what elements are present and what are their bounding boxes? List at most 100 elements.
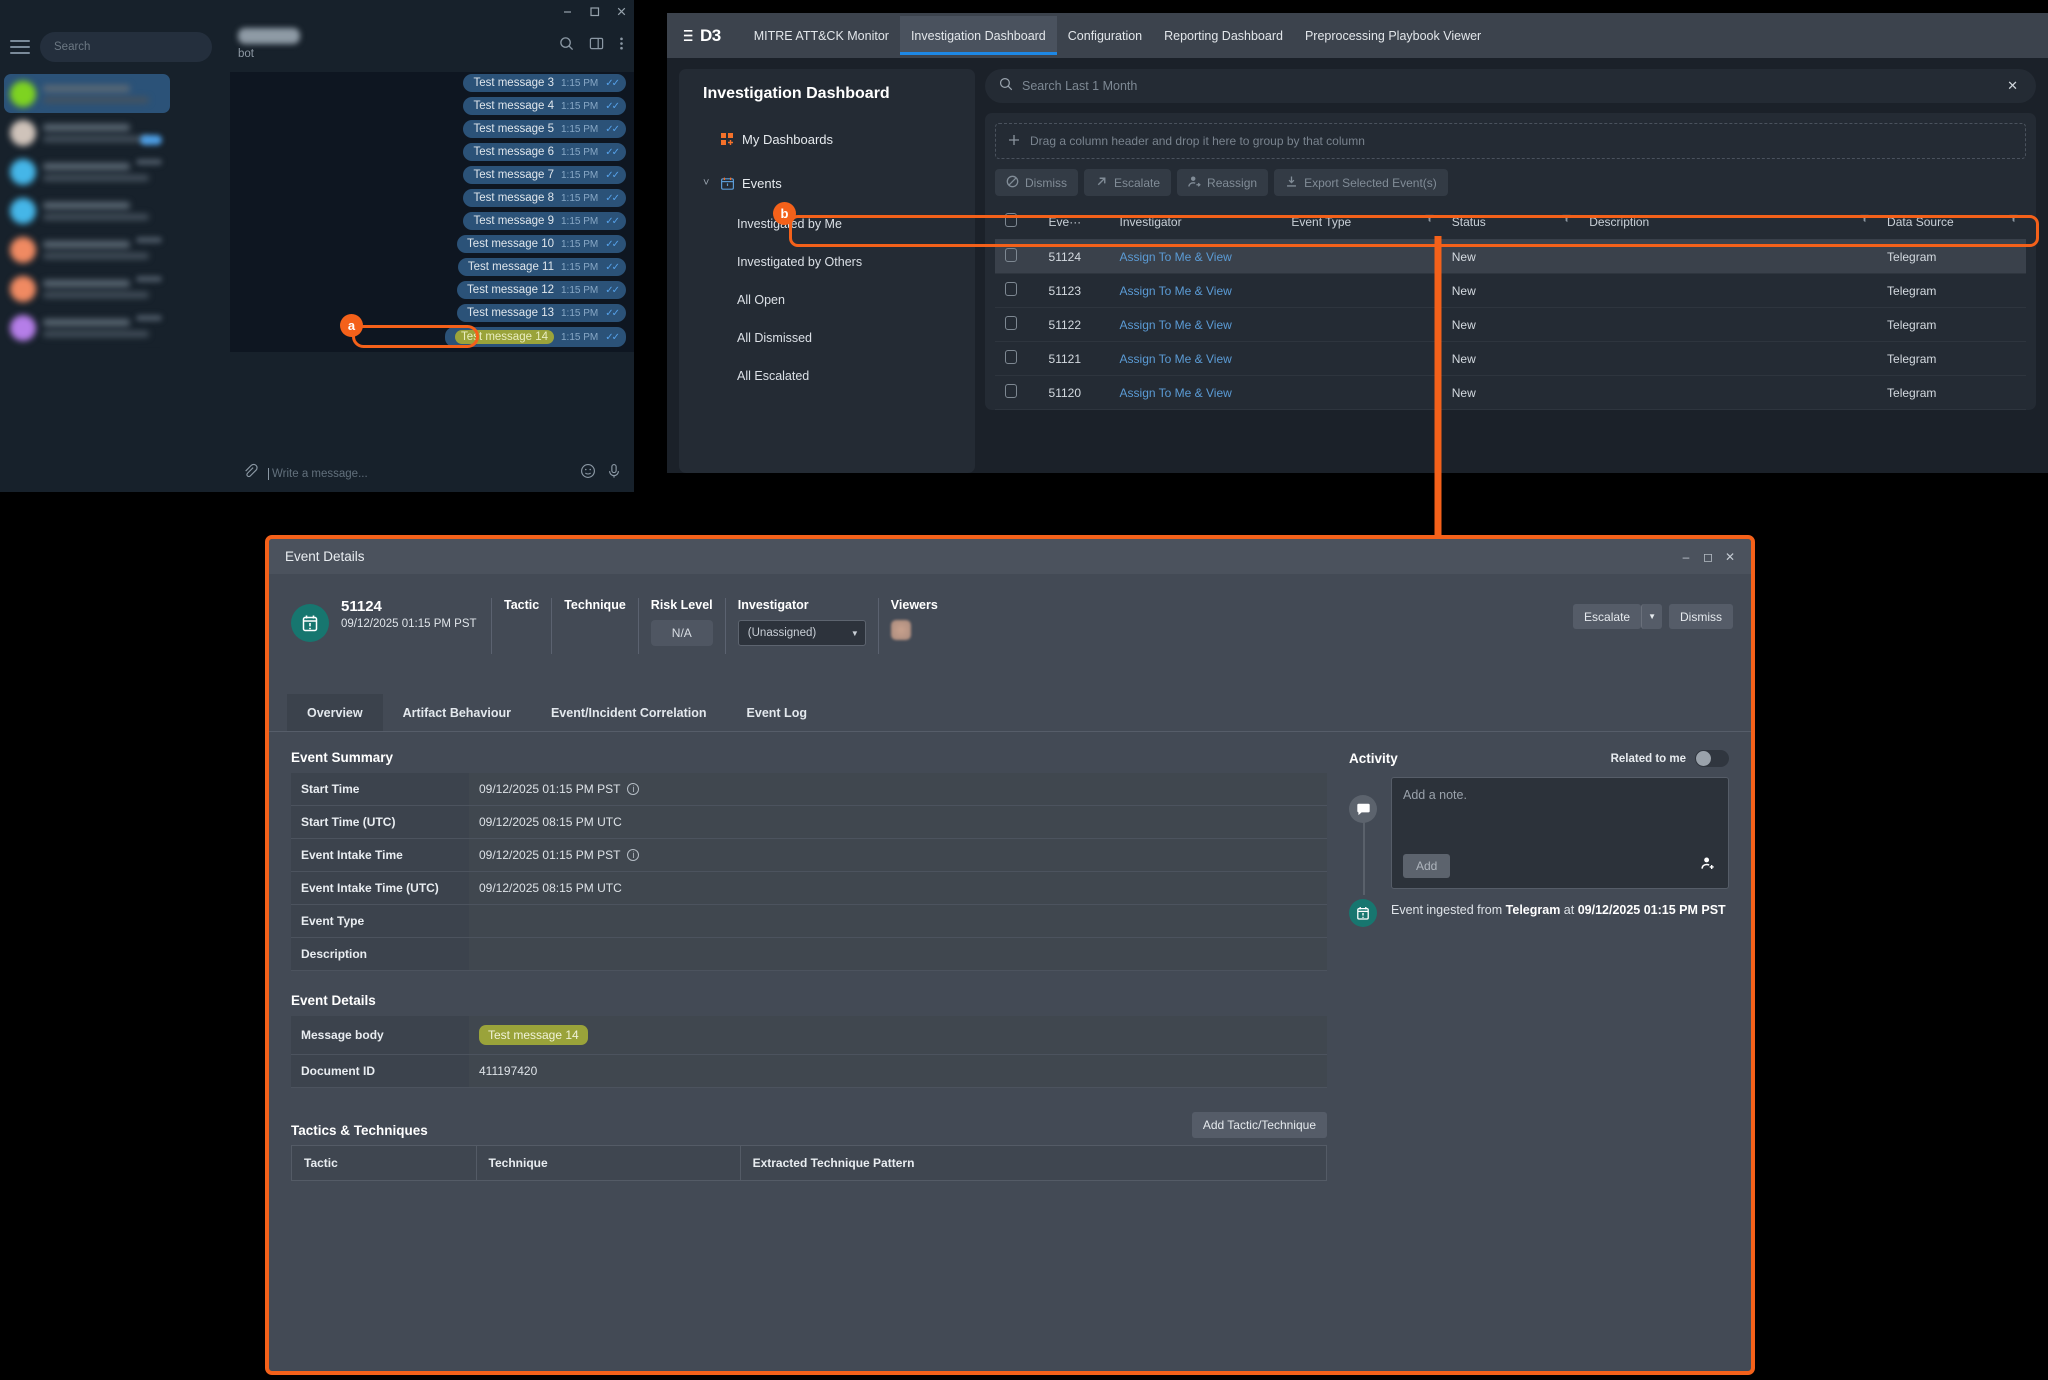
dismiss-button[interactable]: Dismiss (1669, 604, 1733, 629)
maximize-icon[interactable] (588, 5, 601, 18)
cell-investigator[interactable]: Assign To Me & View (1109, 273, 1282, 308)
d3-logo[interactable]: D3 (683, 26, 721, 46)
escalate-dropdown-icon[interactable]: ▼ (1641, 604, 1662, 629)
list-item[interactable] (4, 113, 170, 152)
note-textarea[interactable]: Add a note. (1403, 788, 1467, 802)
d3-nav-tabs[interactable]: MITRE ATT&CK Monitor Investigation Dashbo… (743, 16, 1492, 55)
add-tactic-technique-button[interactable]: Add Tactic/Technique (1191, 1112, 1327, 1138)
message-input[interactable]: Write a message... (268, 467, 570, 480)
minimize-icon[interactable] (561, 5, 574, 18)
telegram-search-input[interactable]: Search (40, 32, 212, 62)
list-item[interactable] (4, 269, 170, 308)
telegram-message-12[interactable]: Test message 12 1:15 PM ✓✓ (230, 281, 626, 299)
sidebar-item-all-open[interactable]: All Open (737, 293, 785, 307)
add-note-button[interactable]: Add (1403, 854, 1451, 878)
d3-search-bar[interactable]: Search Last 1 Month ✕ (985, 69, 2036, 103)
column-header-description[interactable]: Description (1579, 205, 1878, 240)
panel-icon[interactable] (589, 36, 604, 56)
list-item[interactable] (4, 347, 170, 348)
close-icon[interactable]: ✕ (2007, 78, 2018, 93)
attach-icon[interactable] (242, 463, 258, 484)
column-header-status[interactable]: Status (1441, 205, 1580, 240)
telegram-message-8[interactable]: Test message 8 1:15 PM ✓✓ (230, 189, 626, 207)
list-item[interactable] (4, 152, 170, 191)
hamburger-menu-icon[interactable] (10, 40, 30, 54)
table-row[interactable]: 51123 Assign To Me & View New Telegram (995, 273, 2026, 308)
cell-investigator[interactable]: Assign To Me & View (1109, 341, 1282, 376)
cell-investigator[interactable]: Assign To Me & View (1109, 307, 1282, 342)
column-header-investigator[interactable]: Investigator (1109, 205, 1282, 240)
microphone-icon[interactable] (606, 463, 622, 484)
telegram-message-4[interactable]: Test message 4 1:15 PM ✓✓ (230, 97, 626, 115)
telegram-message-6[interactable]: Test message 6 1:15 PM ✓✓ (230, 143, 626, 161)
modal-tab-event-log[interactable]: Event Log (746, 706, 807, 720)
more-vertical-icon[interactable] (619, 36, 624, 56)
sidebar-item-my-dashboards[interactable]: My Dashboards (679, 117, 975, 161)
nav-tab-mitre-att-ck-monitor[interactable]: MITRE ATT&CK Monitor (753, 29, 889, 43)
row-checkbox[interactable] (1005, 316, 1017, 330)
telegram-message-14[interactable]: Test message 14 1:15 PM ✓✓ (230, 327, 626, 347)
cell-investigator[interactable]: Assign To Me & View (1109, 375, 1282, 410)
column-header-check[interactable] (995, 205, 1039, 240)
column-header-event_id[interactable]: Eve··· (1038, 205, 1110, 240)
row-checkbox[interactable] (1005, 282, 1017, 296)
row-checkbox[interactable] (1005, 248, 1017, 262)
investigator-select[interactable]: (Unassigned) ▼ (737, 620, 866, 646)
telegram-message-5[interactable]: Test message 5 1:15 PM ✓✓ (230, 120, 626, 138)
d3-search-input[interactable]: Search Last 1 Month (1022, 79, 1138, 93)
telegram-message-9[interactable]: Test message 9 1:15 PM ✓✓ (230, 212, 626, 230)
nav-tab-preprocessing-playbook-viewer[interactable]: Preprocessing Playbook Viewer (1304, 29, 1482, 43)
maximize-icon[interactable]: ◻ (1703, 549, 1713, 564)
sidebar-item-all-escalated[interactable]: All Escalated (737, 369, 810, 383)
list-item[interactable] (4, 191, 170, 230)
d3-action-toolbar[interactable]: Dismiss Escalate Reassign Export Selected E… (995, 169, 2026, 196)
action-export-selected-event-s--button[interactable]: Export Selected Event(s) (1274, 169, 1448, 196)
modal-tab-artifact-behaviour[interactable]: Artifact Behaviour (402, 706, 511, 720)
sidebar-item-investigated-by-others[interactable]: Investigated by Others (737, 255, 863, 269)
table-row[interactable]: 51122 Assign To Me & View New Telegram (995, 307, 2026, 342)
sidebar-group-events[interactable]: ˅ Events (679, 161, 975, 205)
action-reassign-button[interactable]: Reassign (1177, 169, 1269, 196)
select-all-checkbox[interactable] (1005, 213, 1017, 227)
modal-tabs[interactable]: Overview Artifact Behaviour Event/Incident… (269, 694, 1751, 732)
escalate-button[interactable]: Escalate (1573, 604, 1642, 629)
modal-tab-event-incident-correlation[interactable]: Event/Incident Correlation (550, 706, 707, 720)
telegram-chat-list[interactable] (4, 74, 170, 348)
table-row[interactable]: 51120 Assign To Me & View New Telegram (995, 375, 2026, 410)
action-escalate-button[interactable]: Escalate (1084, 169, 1172, 196)
row-checkbox[interactable] (1005, 384, 1017, 398)
close-icon[interactable]: ✕ (1724, 549, 1736, 564)
add-person-icon[interactable] (1701, 856, 1716, 876)
add-note-box[interactable]: Add a note. Add (1391, 777, 1729, 889)
telegram-message-3[interactable]: Test message 3 1:15 PM ✓✓ (230, 74, 626, 92)
column-group-dropzone[interactable]: Drag a column header and drop it here to… (995, 123, 2026, 159)
activity-panel: Activity Related to me (1349, 750, 1729, 1181)
minimize-icon[interactable]: – (1682, 549, 1690, 564)
related-to-me-toggle[interactable] (1695, 750, 1729, 767)
modal-tab-overview[interactable]: Overview (287, 694, 383, 731)
action-dismiss-button[interactable]: Dismiss (995, 169, 1078, 196)
telegram-message-10[interactable]: Test message 10 1:15 PM ✓✓ (230, 235, 626, 253)
table-body[interactable]: 51124 Assign To Me & View New Telegram 51123… (995, 239, 2026, 410)
emoji-icon[interactable] (580, 463, 596, 484)
info-icon[interactable]: i (627, 783, 640, 795)
sidebar-item-all-dismissed[interactable]: All Dismissed (737, 331, 813, 345)
telegram-message-list[interactable]: Test message 11:15 PM✓✓Test message 21:1… (230, 72, 634, 352)
row-checkbox[interactable] (1005, 350, 1017, 364)
nav-tab-configuration[interactable]: Configuration (1067, 29, 1143, 43)
list-item[interactable] (4, 308, 170, 347)
info-icon[interactable]: i (627, 849, 640, 861)
telegram-message-11[interactable]: Test message 11 1:15 PM ✓✓ (230, 258, 626, 276)
list-item[interactable] (4, 74, 170, 113)
nav-tab-investigation-dashboard[interactable]: Investigation Dashboard (899, 16, 1057, 55)
telegram-message-7[interactable]: Test message 7 1:15 PM ✓✓ (230, 166, 626, 184)
close-icon[interactable] (615, 5, 628, 18)
table-row[interactable]: 51121 Assign To Me & View New Telegram (995, 341, 2026, 376)
column-header-event_type[interactable]: Event Type (1281, 205, 1442, 240)
search-icon[interactable] (559, 36, 574, 56)
list-item[interactable] (4, 230, 170, 269)
nav-tab-reporting-dashboard[interactable]: Reporting Dashboard (1164, 29, 1283, 43)
telegram-message-13[interactable]: Test message 13 1:15 PM ✓✓ (230, 304, 626, 322)
table-row[interactable]: 51124 Assign To Me & View New Telegram (995, 239, 2026, 274)
chevron-down-icon[interactable]: ˅ (703, 177, 710, 189)
